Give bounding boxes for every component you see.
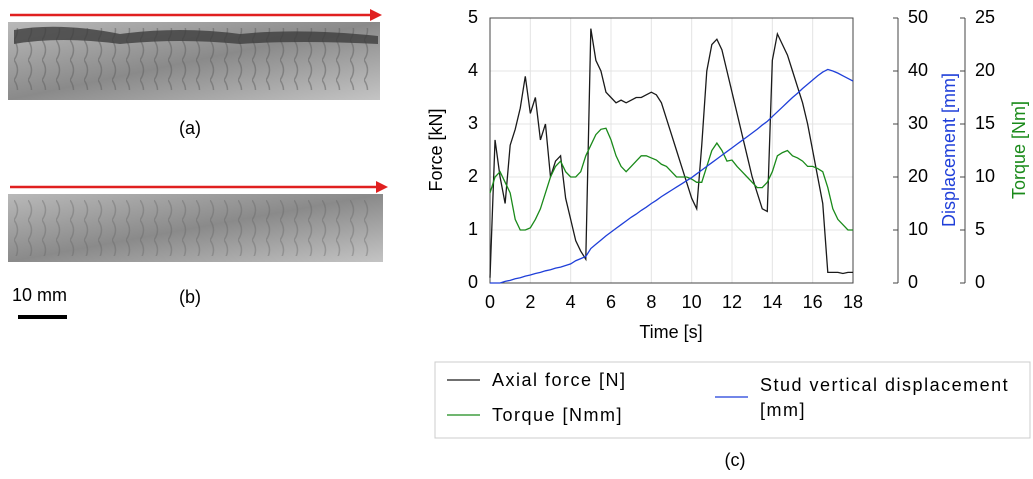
x-axis-label: Time [s]: [639, 322, 702, 342]
photo-b: [8, 181, 388, 262]
y3-tick-label: 0: [975, 272, 985, 292]
scale-label: 10 mm: [12, 285, 67, 305]
legend-label: Stud vertical displacement [mm]: [760, 375, 1010, 420]
x-tick-label: 8: [646, 292, 656, 312]
y2-tick-label: 30: [908, 113, 928, 133]
y-tick-label: 1: [468, 219, 478, 239]
y-tick-label: 5: [468, 7, 478, 27]
x-tick-label: 16: [803, 292, 823, 312]
y3-tick-label: 10: [975, 166, 995, 186]
x-tick-label: 10: [682, 292, 702, 312]
series-line: [489, 127, 853, 231]
y2-tick-label: 50: [908, 7, 928, 27]
legend-box: [434, 361, 1031, 439]
panel-label: (a): [179, 118, 201, 138]
photo-a: [8, 9, 382, 100]
plot-frame: [489, 17, 854, 284]
legend-label: Torque [Nmm]: [492, 405, 624, 425]
series-line: [490, 68, 854, 284]
x-tick-label: 18: [843, 292, 863, 312]
panel-label: (b): [179, 287, 201, 307]
y3-tick-label: 25: [975, 7, 995, 27]
y3-tick-label: 15: [975, 113, 995, 133]
y-tick-label: 0: [468, 272, 478, 292]
x-tick-label: 2: [525, 292, 535, 312]
x-tick-label: 12: [722, 292, 742, 312]
y-tick-label: 4: [468, 60, 478, 80]
y3-axis-label: Torque [Nm]: [1009, 101, 1029, 199]
y3-tick-label: 5: [975, 219, 985, 239]
y2-axis-label: Displacement [mm]: [939, 73, 959, 227]
y2-tick-label: 40: [908, 60, 928, 80]
y3-tick-label: 20: [975, 60, 995, 80]
chart-caption: (c): [725, 450, 746, 470]
y2-tick-label: 10: [908, 219, 928, 239]
x-tick-label: 4: [566, 292, 576, 312]
y-tick-label: 3: [468, 113, 478, 133]
y2-tick-label: 20: [908, 166, 928, 186]
y-axis-label: Force [kN]: [426, 108, 446, 191]
series-line: [489, 28, 853, 278]
legend-label: Axial force [N]: [492, 370, 627, 390]
y-tick-label: 2: [468, 166, 478, 186]
x-tick-label: 0: [485, 292, 495, 312]
x-tick-label: 14: [762, 292, 782, 312]
x-tick-label: 6: [606, 292, 616, 312]
y2-tick-label: 0: [908, 272, 918, 292]
